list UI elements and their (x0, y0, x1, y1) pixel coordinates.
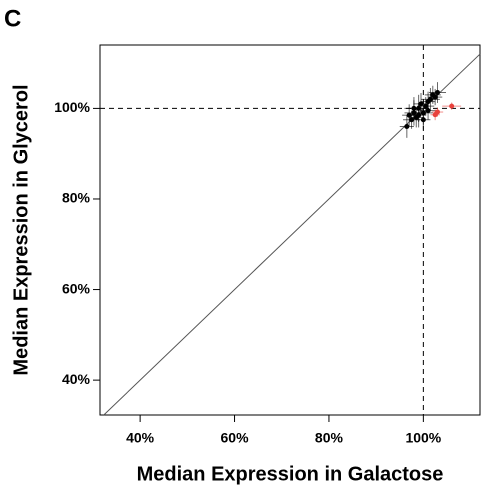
x-tick-label: 40% (126, 430, 155, 446)
x-tick-label: 80% (315, 430, 344, 446)
point (416, 112, 422, 118)
panel-label: C (4, 5, 21, 32)
y-tick-label: 80% (62, 190, 91, 206)
point (432, 94, 438, 100)
y-tick-label: 60% (62, 280, 91, 296)
point (449, 103, 455, 109)
x-tick-label: 100% (405, 430, 441, 446)
point (432, 112, 438, 118)
point (404, 124, 410, 130)
point (409, 117, 415, 123)
y-axis-label: Median Expression in Glycerol (10, 84, 32, 375)
x-axis-label: Median Expression in Galactose (137, 463, 444, 485)
point (418, 101, 424, 107)
point (423, 103, 429, 109)
point (427, 96, 433, 102)
plot-frame (99, 44, 481, 416)
point (435, 90, 441, 96)
y-tick-label: 40% (62, 371, 91, 387)
point (406, 112, 412, 118)
point (420, 117, 426, 123)
x-tick-label: 60% (221, 430, 250, 446)
y-tick-label: 100% (54, 99, 90, 115)
point (411, 105, 417, 111)
point (425, 108, 431, 114)
